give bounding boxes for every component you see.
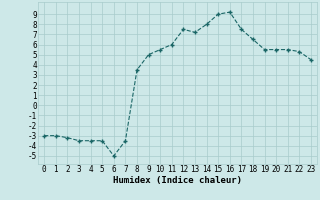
X-axis label: Humidex (Indice chaleur): Humidex (Indice chaleur) (113, 176, 242, 185)
